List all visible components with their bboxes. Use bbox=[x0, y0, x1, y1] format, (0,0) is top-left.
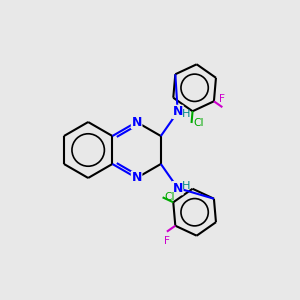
Text: H: H bbox=[182, 181, 190, 191]
Text: Cl: Cl bbox=[164, 192, 175, 202]
Text: N: N bbox=[172, 182, 183, 195]
Text: N: N bbox=[172, 105, 183, 119]
Text: Cl: Cl bbox=[193, 118, 203, 128]
Text: N: N bbox=[131, 172, 142, 184]
Text: F: F bbox=[164, 236, 170, 246]
Text: N: N bbox=[131, 116, 142, 128]
Text: H: H bbox=[182, 109, 190, 119]
Text: F: F bbox=[219, 94, 225, 104]
